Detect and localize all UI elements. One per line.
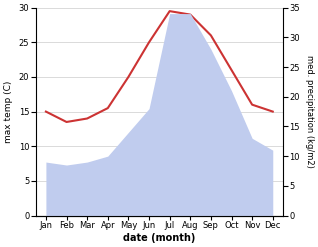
X-axis label: date (month): date (month) [123,233,196,243]
Y-axis label: med. precipitation (kg/m2): med. precipitation (kg/m2) [305,55,314,168]
Y-axis label: max temp (C): max temp (C) [4,80,13,143]
